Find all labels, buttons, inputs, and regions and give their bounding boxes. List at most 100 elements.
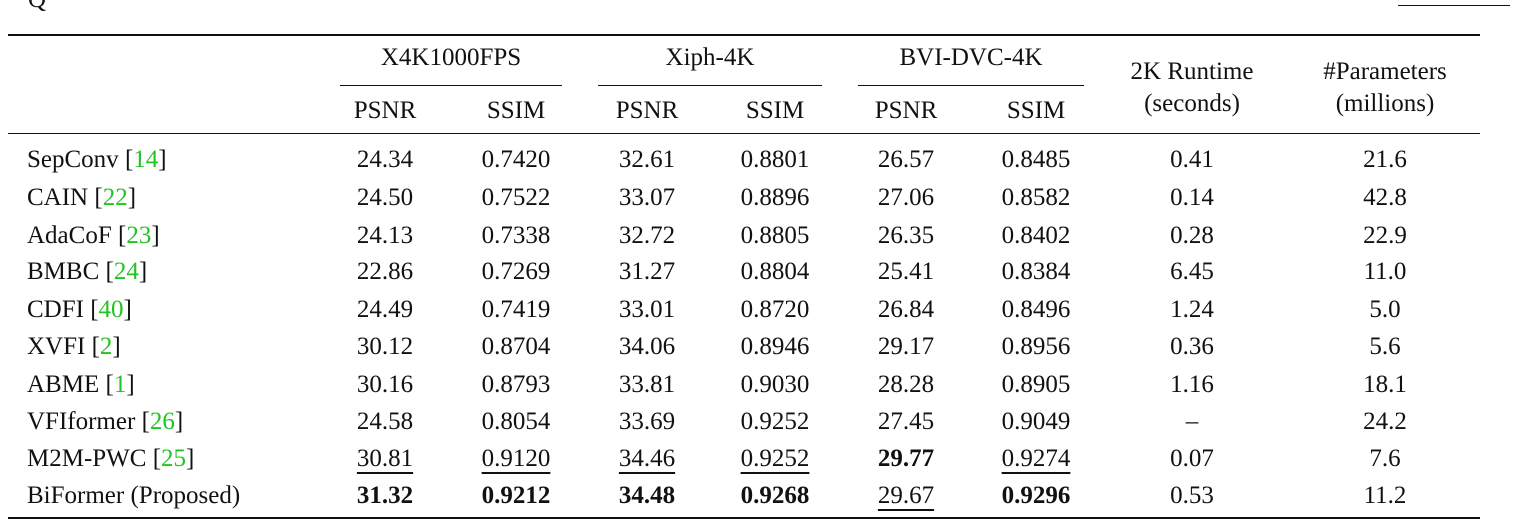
method-name: BiFormer (Proposed) [27,482,241,509]
value-cell: 27.06 [877,184,935,211]
method-name: M2M-PWC [27,445,147,472]
citation-link[interactable]: 25 [161,445,187,472]
value-cell: 27.45 [877,408,935,435]
method-cell: CAIN [22] [27,184,137,211]
method-name: ABME [27,371,100,398]
value-cell: 30.81 [356,445,414,472]
method-name: XVFI [27,333,86,360]
value-cell: 0.9296 [1001,482,1071,509]
method-cell: BMBC [24] [27,258,148,285]
value-cell: 0.8582 [1001,184,1071,211]
value-cell: 11.2 [1363,482,1407,509]
value-cell: 0.7269 [481,258,551,285]
value-cell: 28.28 [877,371,935,398]
table-bottom-rule [8,517,1480,519]
citation-link[interactable]: 14 [133,146,159,173]
method-name: SepConv [27,146,119,173]
value-cell: 0.36 [1170,333,1214,360]
value-cell: 34.46 [618,445,676,472]
value-cell: 26.84 [877,296,935,323]
citation-link[interactable]: 40 [98,296,124,323]
sub-header-psnr: PSNR [615,97,679,124]
method-cell: M2M-PWC [25] [27,445,195,472]
value-cell: 0.8496 [1001,296,1071,323]
sub-header-ssim: SSIM [1006,97,1066,124]
value-cell: 22.86 [356,258,414,285]
method-cell: VFIformer [26] [27,408,184,435]
value-cell: 32.61 [618,146,676,173]
sub-header-ssim: SSIM [745,97,805,124]
value-cell: 24.49 [356,296,414,323]
value-cell: 0.14 [1170,184,1214,211]
value-cell: 24.13 [356,222,414,249]
value-cell: 0.8896 [740,184,810,211]
value-cell: 7.6 [1369,445,1401,472]
value-cell: 0.8793 [481,371,551,398]
citation-link[interactable]: 1 [113,371,127,398]
citation-link[interactable]: 26 [149,408,175,435]
value-cell: 0.8905 [1001,371,1071,398]
params-header-line2: (millions) [1335,90,1435,117]
caption-fragment: Q [28,0,46,14]
method-name: BMBC [27,258,100,285]
value-cell: 1.24 [1170,296,1214,323]
value-cell: 0.28 [1170,222,1214,249]
method-cell: BiFormer (Proposed) [27,481,240,511]
value-cell: 0.8956 [1001,333,1071,360]
value-cell: 24.50 [356,184,414,211]
value-cell: 30.12 [356,333,414,360]
value-cell: 31.32 [356,482,414,509]
value-cell: 0.41 [1170,146,1214,173]
sub-header-psnr: PSNR [353,97,417,124]
value-cell: 0.53 [1170,482,1214,509]
method-name: CDFI [27,296,84,323]
method-cell: CDFI [40] [27,296,132,323]
citation-link[interactable]: 23 [126,222,152,249]
value-cell: 26.35 [877,222,935,249]
value-cell: 34.06 [618,333,676,360]
value-cell: 0.7522 [481,184,551,211]
value-cell: 24.2 [1363,408,1407,435]
value-cell: 1.16 [1170,371,1214,398]
params-header-line1: #Parameters [1323,58,1447,85]
citation-link[interactable]: 22 [102,184,128,211]
value-cell: 25.41 [877,258,935,285]
value-cell: 0.7419 [481,296,551,323]
value-cell: 0.9252 [740,445,810,472]
table-top-rule [8,34,1480,36]
value-cell: 0.8485 [1001,146,1071,173]
value-cell: 24.34 [356,146,414,173]
value-cell: 33.81 [618,371,676,398]
runtime-header-line1: 2K Runtime [1130,58,1254,85]
sub-header-psnr: PSNR [874,97,938,124]
value-cell: 26.57 [877,146,935,173]
group-header-bvi: BVI-DVC-4K [899,44,1043,71]
value-cell: 24.58 [356,408,414,435]
method-cell: XVFI [2] [27,333,121,360]
value-cell: 34.48 [618,482,676,509]
group-rule-x4k [340,85,562,86]
value-cell: 21.6 [1363,146,1407,173]
value-cell: 0.8720 [740,296,810,323]
method-name: VFIformer [27,408,136,435]
value-cell: 33.69 [618,408,676,435]
value-cell: 5.6 [1369,333,1401,360]
method-cell: AdaCoF [23] [27,222,160,249]
value-cell: 0.9120 [481,445,551,472]
value-cell: 29.77 [877,445,935,472]
sub-header-ssim: SSIM [486,97,546,124]
value-cell: 0.7338 [481,222,551,249]
group-rule-bvi [858,85,1084,86]
value-cell: 0.9049 [1001,408,1071,435]
value-cell: 0.8402 [1001,222,1071,249]
table-header-rule [8,133,1480,134]
value-cell: 0.9030 [740,371,810,398]
value-cell: 18.1 [1363,371,1407,398]
value-cell: 0.8805 [740,222,810,249]
value-cell: – [1185,408,1199,435]
value-cell: 0.9268 [740,482,810,509]
value-cell: 0.9274 [1001,445,1071,472]
citation-link[interactable]: 2 [99,333,113,360]
citation-link[interactable]: 24 [113,258,139,285]
value-cell: 0.8054 [481,408,551,435]
